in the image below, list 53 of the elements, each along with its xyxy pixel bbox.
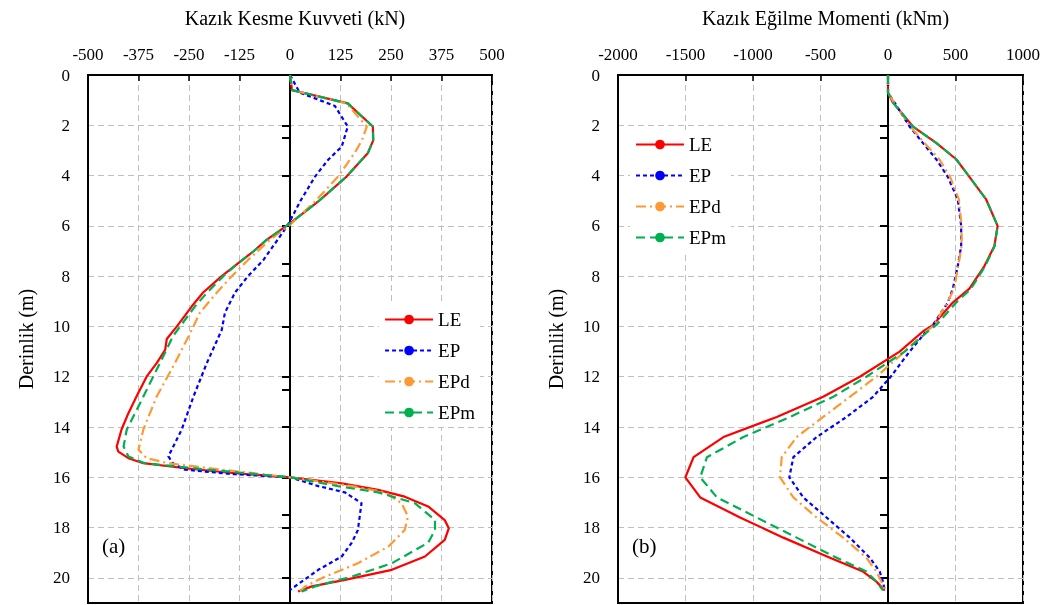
y-tick-label: 2 — [591, 115, 600, 135]
y-tick-label: 14 — [583, 417, 601, 437]
legend-label: EPd — [689, 196, 722, 217]
y-tick-label: 0 — [61, 65, 70, 85]
y-tick-label: 12 — [583, 367, 600, 387]
y-axis-title: Derinlik (m) — [15, 288, 38, 390]
x-tick-label: -125 — [223, 45, 256, 64]
chart-title: Kazık Kesme Kuvveti (kN) — [184, 7, 406, 30]
y-tick-label: 16 — [583, 467, 600, 487]
x-tick-label: 500 — [479, 45, 505, 64]
y-tick-label: 6 — [61, 216, 70, 236]
y-axis-title: Derinlik (m) — [545, 288, 568, 390]
x-tick-label: 250 — [378, 45, 404, 64]
legend-label: EPd — [438, 371, 471, 392]
x-tick-label: 375 — [428, 45, 455, 64]
x-tick-label: -1000 — [733, 45, 773, 64]
x-tick-label: -500 — [804, 45, 837, 64]
y-tick-label: 20 — [583, 568, 600, 588]
y-tick-label: 6 — [591, 216, 600, 236]
legend-label: EPm — [438, 402, 476, 423]
legend-label: LE — [689, 134, 713, 155]
y-tick-label: 4 — [591, 166, 601, 186]
y-tick-label: 14 — [53, 417, 71, 437]
x-tick-label: -500 — [72, 45, 104, 64]
legend-label: EP — [689, 165, 712, 186]
chart-title: Kazık Eğilme Momenti (kNm) — [701, 7, 950, 30]
y-tick-label: 4 — [61, 166, 71, 186]
x-tick-label: -375 — [122, 45, 155, 64]
x-tick-label: 500 — [942, 45, 969, 64]
y-tick-label: 18 — [53, 518, 70, 538]
y-tick-label: 16 — [53, 467, 70, 487]
x-tick-label: -2000 — [598, 45, 638, 64]
y-tick-label: 10 — [583, 316, 600, 336]
legend-label: EPm — [689, 227, 727, 248]
y-tick-label: 12 — [53, 367, 70, 387]
line-series — [167, 73, 363, 592]
y-tick-label: 2 — [61, 115, 70, 135]
x-tick-label: 1000 — [1006, 45, 1040, 64]
x-tick-label: 125 — [327, 45, 354, 64]
annotation: (b) — [632, 533, 657, 558]
x-tick-label: -250 — [173, 45, 205, 64]
legend-label: EP — [438, 340, 461, 361]
annotation: (a) — [102, 533, 126, 558]
x-tick-label: -1500 — [665, 45, 706, 64]
legend-label: LE — [438, 309, 462, 330]
y-tick-label: 8 — [61, 266, 70, 286]
x-tick-label: 0 — [285, 45, 295, 64]
y-tick-label: 10 — [53, 316, 70, 336]
y-tick-label: 18 — [583, 518, 600, 538]
y-tick-label: 0 — [591, 65, 600, 85]
y-tick-label: 8 — [591, 266, 600, 286]
x-tick-label: 0 — [883, 45, 893, 64]
y-tick-label: 20 — [53, 568, 70, 588]
